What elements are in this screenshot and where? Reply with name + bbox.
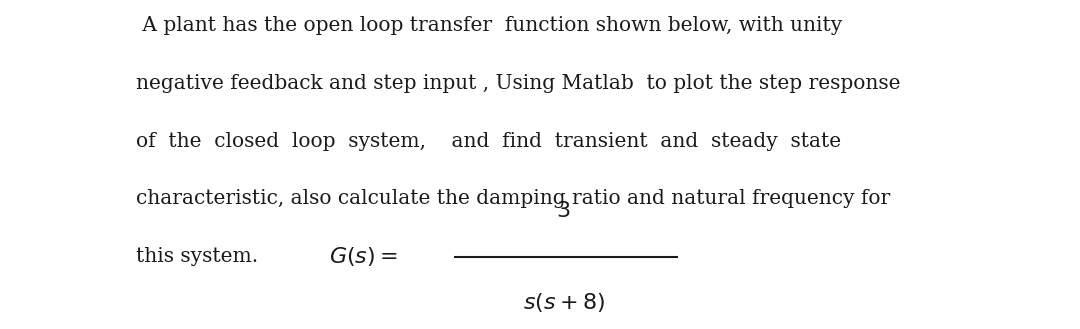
Text: A plant has the open loop transfer  function shown below, with unity: A plant has the open loop transfer funct…	[136, 16, 842, 36]
Text: $\mathit{G(s)}=$: $\mathit{G(s)}=$	[328, 245, 397, 268]
Text: of  the  closed  loop  system,    and  find  transient  and  steady  state: of the closed loop system, and find tran…	[136, 132, 841, 151]
Text: $\mathit{s(s+8)}$: $\mathit{s(s+8)}$	[523, 291, 605, 314]
Text: characteristic, also calculate the damping ratio and natural frequency for: characteristic, also calculate the dampi…	[136, 189, 890, 208]
Text: negative feedback and step input , Using Matlab  to plot the step response: negative feedback and step input , Using…	[136, 74, 900, 93]
Text: $\mathit{3}$: $\mathit{3}$	[556, 200, 570, 221]
Text: this system.: this system.	[136, 247, 258, 266]
